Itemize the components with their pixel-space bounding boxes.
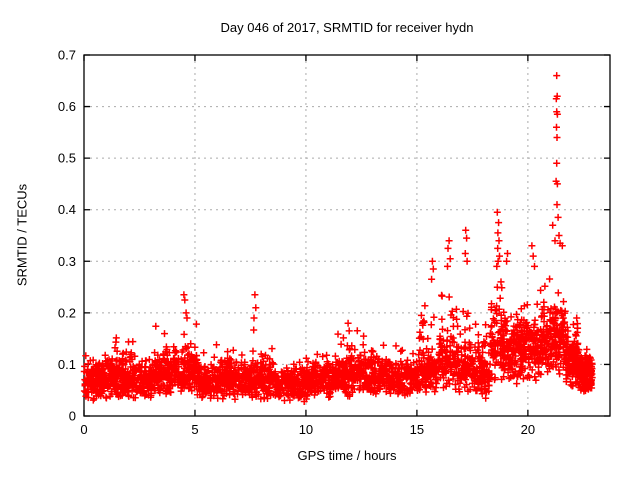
x-tick-label: 10 (299, 422, 313, 437)
plot-frame (83, 54, 611, 417)
y-tick-label: 0.5 (58, 151, 76, 166)
x-axis-label: GPS time / hours (297, 448, 397, 463)
scatter-points (80, 72, 596, 405)
x-tick-label: 15 (410, 422, 424, 437)
y-tick-label: 0.4 (58, 202, 76, 217)
y-tick-label: 0.1 (58, 357, 76, 372)
y-tick-label: 0.7 (58, 48, 76, 63)
chart-title: Day 046 of 2017, SRMTID for receiver hyd… (220, 20, 474, 35)
y-tick-label: 0.6 (58, 99, 76, 114)
x-tick-label: 20 (521, 422, 535, 437)
x-tick-label: 5 (191, 422, 198, 437)
y-tick-label: 0.2 (58, 305, 76, 320)
grid-lines (84, 55, 610, 416)
y-tick-label: 0.3 (58, 254, 76, 269)
x-tick-label: 0 (80, 422, 87, 437)
y-tick-label: 0 (69, 409, 76, 424)
